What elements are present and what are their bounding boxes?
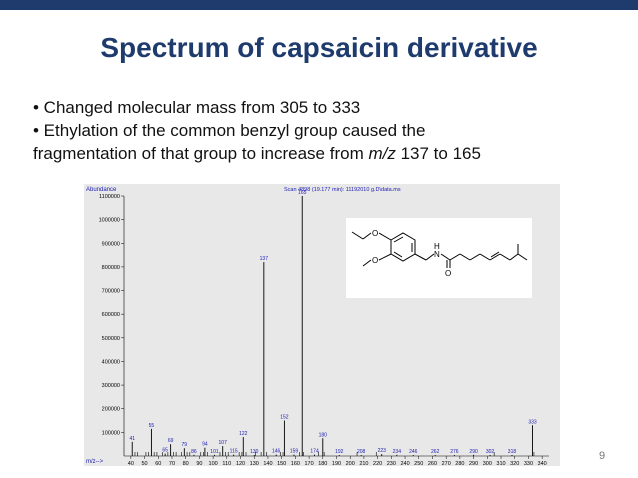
peak-label: 55 — [149, 423, 155, 429]
peak-label: 146 — [272, 449, 281, 455]
x-tick-label: 140 — [263, 461, 272, 466]
peak-label: 137 — [260, 256, 269, 262]
atom-label-h: H — [434, 242, 440, 251]
x-tick-label: 260 — [428, 461, 437, 466]
x-tick-label: 180 — [318, 461, 327, 466]
x-tick-label: 40 — [128, 461, 134, 466]
peak-label: 318 — [508, 449, 517, 455]
bullet-item-2-line-2: fragmentation of that group to increase … — [33, 142, 613, 165]
y-tick-label: 900000 — [102, 241, 120, 247]
peak-label: 333 — [528, 419, 537, 425]
y-tick-label: 400000 — [102, 359, 120, 365]
x-tick-label: 50 — [142, 461, 148, 466]
atom-label-o-ethoxy: O — [372, 229, 378, 238]
peak-label: 165 — [298, 190, 307, 196]
x-tick-label: 120 — [236, 461, 245, 466]
x-tick-label: 90 — [196, 461, 202, 466]
x-tick-label: 160 — [291, 461, 300, 466]
atom-label-n: N — [434, 250, 440, 259]
peak-label: 65 — [162, 448, 168, 454]
peak-label: 41 — [129, 436, 135, 442]
bullet-text-pre: fragmentation of that group to increase … — [33, 144, 369, 163]
peak-label: 208 — [357, 449, 366, 455]
x-tick-label: 290 — [469, 461, 478, 466]
mass-spectrum-plot: 100000 200000 300000 400000 500000 600000 7000… — [86, 187, 549, 466]
x-tick-label: 240 — [400, 461, 409, 466]
x-tick-label: 130 — [250, 461, 259, 466]
x-tick-label: 60 — [155, 461, 161, 466]
y-tick-label: 1100000 — [99, 194, 120, 200]
x-tick-label: 280 — [455, 461, 464, 466]
slide-title: Spectrum of capsaicin derivative — [100, 32, 538, 63]
peak-label: 107 — [219, 440, 228, 446]
peak-label: 302 — [486, 449, 495, 455]
y-tick-label: 200000 — [102, 407, 120, 413]
peak-label: 69 — [168, 438, 174, 444]
peak-label: 122 — [239, 431, 248, 437]
peak-label: 79 — [182, 442, 188, 448]
x-tick-label: 70 — [169, 461, 175, 466]
x-tick-label: 230 — [387, 461, 396, 466]
peak-label: 86 — [191, 449, 197, 455]
peak-label: 276 — [450, 449, 459, 455]
atom-label-o-methoxy: O — [372, 256, 378, 265]
x-tick-label: 80 — [183, 461, 189, 466]
x-tick-label: 270 — [442, 461, 451, 466]
peak-label: 174 — [310, 449, 319, 455]
peak-label: 180 — [319, 432, 328, 438]
y-tick-label: 700000 — [102, 289, 120, 295]
scan-label: Scan 4898 (19.177 min): 11192010 g.D\dat… — [284, 187, 401, 193]
x-tick-label: 330 — [524, 461, 533, 466]
x-tick-label: 320 — [510, 461, 519, 466]
x-tick-label: 110 — [222, 461, 231, 466]
peak-label: 246 — [409, 449, 418, 455]
y-tick-label: 600000 — [102, 312, 120, 318]
x-tick-label: 310 — [496, 461, 505, 466]
peak-label: 192 — [335, 449, 344, 455]
capsaicin-derivative-structure: O O N H O — [351, 229, 528, 278]
bullet-item-1: • Changed molecular mass from 305 to 333 — [33, 98, 361, 117]
peak-label: 101 — [210, 449, 219, 455]
peak-label: 152 — [280, 415, 289, 421]
peak-label: 130 — [250, 449, 259, 455]
peak-label: 159 — [290, 449, 299, 455]
peak-label: 115 — [230, 449, 238, 455]
bullet-item-2-line-1: • Ethylation of the common benzyl group … — [33, 121, 426, 140]
x-tick-label: 200 — [346, 461, 355, 466]
bullet-text-post: 137 to 165 — [395, 144, 481, 163]
peak-label: 262 — [431, 449, 440, 455]
y-tick-label: 500000 — [102, 336, 120, 342]
y-tick-label: 100000 — [102, 430, 120, 436]
mz-axis-label: m/z--> — [86, 459, 104, 465]
y-tick-label: 300000 — [102, 383, 120, 389]
x-tick-label: 300 — [483, 461, 492, 466]
peak-label: 223 — [378, 448, 387, 454]
x-tick-label: 210 — [359, 461, 368, 466]
abundance-label: Abundance — [86, 187, 117, 193]
x-tick-label: 170 — [304, 461, 313, 466]
x-tick-label: 100 — [209, 461, 218, 466]
x-tick-label: 250 — [414, 461, 423, 466]
x-tick-label: 150 — [277, 461, 286, 466]
mz-term: m/z — [368, 144, 396, 163]
molecule-structure: O O N H O — [346, 218, 532, 298]
peak-label: 290 — [469, 449, 478, 455]
y-tick-label: 800000 — [102, 265, 120, 271]
bullet-list: • Changed molecular mass from 305 to 333… — [33, 96, 613, 165]
top-band — [0, 0, 638, 10]
page-number: 9 — [598, 450, 606, 462]
x-tick-label: 340 — [538, 461, 547, 466]
atom-label-o-carbonyl: O — [445, 269, 451, 278]
x-tick-label: 190 — [332, 461, 341, 466]
peak-label: 94 — [202, 442, 208, 448]
x-tick-label: 220 — [373, 461, 382, 466]
y-tick-label: 1000000 — [99, 218, 120, 224]
peak-label: 234 — [393, 449, 402, 455]
